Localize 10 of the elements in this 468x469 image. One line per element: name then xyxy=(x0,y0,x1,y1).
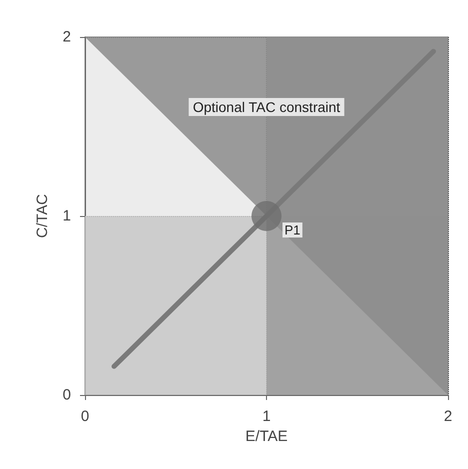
x-tick-label: 0 xyxy=(80,408,90,425)
y-tick-label: 1 xyxy=(62,208,71,224)
y-tick-label: 2 xyxy=(62,28,71,46)
annotation: P1 xyxy=(284,222,300,238)
annotation: Optional TAC constraint xyxy=(192,99,340,115)
x-axis-title: E/TAE xyxy=(245,428,288,445)
x-tick-label: 2 xyxy=(444,408,452,425)
y-tick-label: 0 xyxy=(62,386,71,404)
y-axis-title: C/TAC xyxy=(34,194,51,238)
x-tick-label: 1 xyxy=(262,408,271,425)
